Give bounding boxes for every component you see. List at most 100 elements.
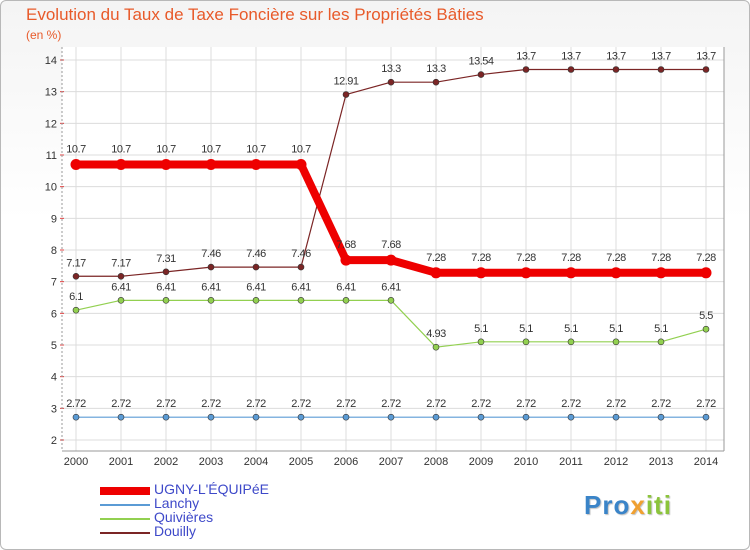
data-label-douilly: 7.17	[111, 257, 131, 269]
point-lanchy	[72, 413, 80, 421]
legend-swatch-lanchy	[100, 504, 150, 506]
data-label-ugny: 10.7	[201, 144, 221, 156]
point-douilly	[117, 272, 125, 280]
legend-swatch-quivieres	[100, 518, 150, 520]
x-tick-label: 2013	[649, 456, 673, 468]
data-label-ugny: 7.28	[516, 252, 536, 264]
data-label-quivieres: 5.1	[474, 323, 488, 335]
point-quivieres	[657, 338, 665, 346]
point-douilly	[612, 66, 620, 73]
data-label-lanchy: 2.72	[381, 398, 401, 410]
data-label-lanchy: 2.72	[606, 398, 626, 410]
data-label-ugny: 7.28	[471, 252, 491, 264]
data-label-quivieres: 4.93	[426, 328, 446, 340]
point-douilly	[252, 263, 260, 271]
x-tick-label: 2000	[64, 456, 88, 468]
point-douilly	[657, 66, 665, 73]
data-label-lanchy: 2.72	[696, 398, 716, 410]
x-tick-label: 2003	[199, 456, 223, 468]
point-douilly	[162, 268, 170, 276]
plot-area	[62, 47, 724, 451]
axes	[60, 47, 725, 452]
data-label-lanchy: 2.72	[246, 398, 266, 410]
data-label-douilly: 13.7	[606, 51, 626, 63]
y-tick-label: 11	[46, 150, 57, 162]
data-label-ugny: 7.28	[426, 252, 446, 264]
series-lines	[70, 66, 712, 421]
point-lanchy	[297, 413, 305, 421]
y-axis-unit-label: (en %)	[26, 28, 62, 42]
data-label-lanchy: 2.72	[291, 398, 311, 410]
point-quivieres	[477, 338, 485, 346]
data-label-quivieres: 5.5	[699, 310, 713, 322]
legend-item-ugny: UGNY-L'ÉQUIPéE	[100, 481, 340, 498]
point-quivieres	[387, 297, 395, 304]
point-quivieres	[117, 297, 125, 304]
x-tick-label: 2007	[379, 456, 403, 468]
data-label-douilly: 13.7	[651, 51, 671, 63]
point-quivieres	[162, 297, 170, 304]
y-tick-label: 6	[51, 308, 57, 320]
point-quivieres	[72, 306, 80, 314]
x-tick-label: 2002	[154, 456, 178, 468]
data-label-lanchy: 2.72	[651, 398, 671, 410]
x-tick-label: 2011	[559, 456, 583, 468]
data-label-ugny: 7.28	[696, 252, 716, 264]
y-tick-label: 13	[45, 87, 57, 99]
point-ugny	[520, 267, 532, 279]
data-label-quivieres: 6.41	[156, 281, 176, 293]
point-ugny	[700, 267, 712, 279]
legend-label-douilly: Douilly	[154, 523, 197, 539]
y-tick-label: 3	[51, 403, 57, 415]
data-label-quivieres: 6.41	[246, 281, 266, 293]
point-ugny	[385, 254, 397, 266]
point-douilly	[432, 78, 440, 86]
point-douilly	[387, 78, 395, 86]
data-label-lanchy: 2.72	[471, 398, 491, 410]
data-label-lanchy: 2.72	[201, 398, 221, 410]
point-douilly	[72, 272, 80, 280]
data-label-douilly: 12.91	[333, 76, 358, 88]
data-label-quivieres: 5.1	[564, 323, 578, 335]
point-lanchy	[162, 413, 170, 421]
data-label-quivieres: 5.1	[609, 323, 623, 335]
data-label-quivieres: 6.41	[201, 281, 221, 293]
data-label-douilly: 13.54	[468, 56, 493, 68]
point-quivieres	[522, 338, 530, 346]
data-label-lanchy: 2.72	[561, 398, 581, 410]
x-tick-label: 2001	[109, 456, 133, 468]
point-ugny	[340, 254, 352, 266]
data-label-douilly: 13.3	[381, 63, 401, 75]
point-quivieres	[702, 325, 710, 333]
point-lanchy	[702, 413, 710, 421]
point-quivieres	[567, 338, 575, 346]
data-label-ugny: 10.7	[291, 144, 311, 156]
legend-item-douilly: Douilly	[100, 523, 340, 540]
data-label-douilly: 7.17	[66, 257, 86, 269]
data-label-quivieres: 6.41	[336, 281, 356, 293]
point-lanchy	[567, 413, 575, 421]
x-tick-label: 2006	[334, 456, 358, 468]
point-douilly	[477, 71, 485, 78]
y-tick-label: 5	[51, 340, 57, 352]
data-label-ugny: 10.7	[111, 144, 131, 156]
data-labels: 10.7 10.7 10.7 10.7 10.7 10.7 7.68 7.68 7.28 7.28…	[66, 51, 716, 411]
data-label-ugny: 10.7	[246, 144, 266, 156]
data-label-douilly: 13.7	[516, 51, 536, 63]
point-lanchy	[432, 413, 440, 421]
chart-title: Evolution du Taux de Taxe Foncière sur l…	[26, 5, 484, 24]
data-label-ugny: 7.28	[651, 252, 671, 264]
data-label-lanchy: 2.72	[516, 398, 536, 410]
point-ugny	[115, 159, 127, 170]
gridlines	[62, 47, 724, 451]
point-quivieres	[297, 297, 305, 304]
data-label-douilly: 7.46	[246, 248, 266, 260]
point-lanchy	[207, 413, 215, 421]
y-tick-label: 10	[45, 182, 57, 194]
point-douilly	[297, 263, 305, 271]
point-ugny	[655, 267, 667, 279]
data-label-ugny: 10.7	[66, 144, 86, 156]
data-label-douilly: 7.31	[156, 253, 176, 265]
data-label-quivieres: 6.41	[291, 281, 311, 293]
